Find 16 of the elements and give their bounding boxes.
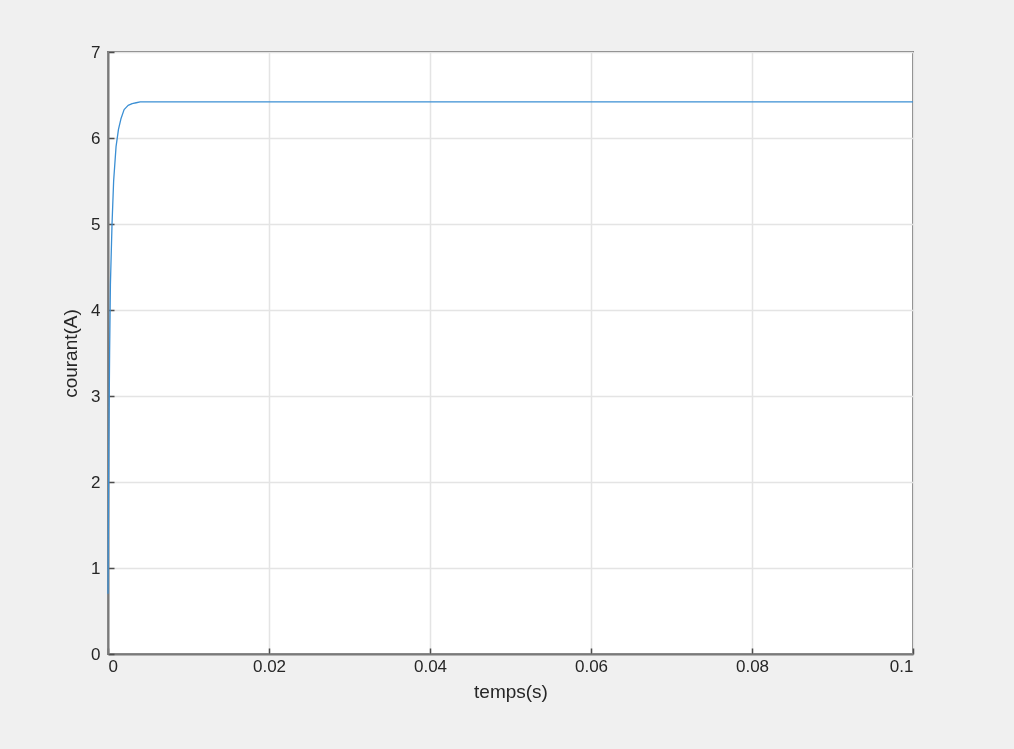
y-tick-label: 3 [91,386,101,406]
y-tick-label: 7 [91,42,101,62]
x-tick-label: 0.04 [413,656,448,676]
line-series [107,101,914,595]
x-tick-label: 0.06 [574,656,609,676]
y-tick-label: 6 [91,128,101,148]
x-tick-label: 0 [108,656,118,676]
x-axis-title: temps(s) [474,680,548,702]
x-tick-label: 0.02 [252,656,287,676]
y-tick-label: 5 [91,214,101,234]
x-tick-label: 0.1 [889,656,914,676]
y-tick-label: 4 [91,300,101,320]
y-tick-label: 2 [91,472,101,492]
y-axis-title: courant(A) [60,309,82,398]
x-tick-label: 0.08 [735,656,770,676]
y-tick-label: 1 [91,558,101,578]
